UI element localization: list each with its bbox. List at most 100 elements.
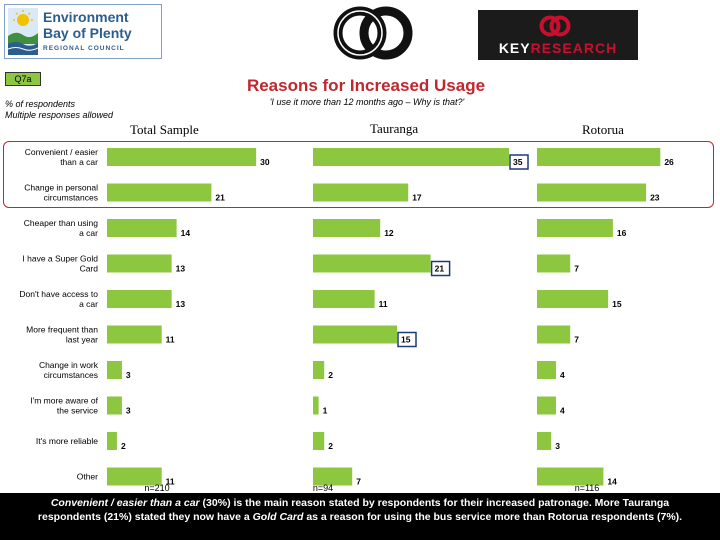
bar bbox=[107, 148, 257, 166]
data-label: 17 bbox=[412, 193, 422, 203]
panel-heading-tauranga: Tauranga bbox=[370, 121, 419, 136]
data-label: 26 bbox=[664, 157, 674, 167]
footer-summary: Convenient / easier than a car (30%) is … bbox=[0, 493, 720, 540]
panel-heading-rotorua: Rotorua bbox=[582, 122, 624, 137]
bar bbox=[537, 148, 661, 166]
category-label: circumstances bbox=[44, 370, 98, 380]
emphasis-box bbox=[397, 331, 417, 348]
category-label: than a car bbox=[60, 157, 98, 167]
category-label: a car bbox=[79, 299, 98, 309]
data-label: 15 bbox=[612, 299, 622, 309]
data-label: 21 bbox=[435, 264, 445, 274]
data-label: 7 bbox=[356, 477, 361, 487]
bar bbox=[107, 467, 162, 486]
data-label: 21 bbox=[215, 193, 225, 203]
data-label: 13 bbox=[176, 299, 186, 309]
environment-bop-logo: Environment Bay of Plenty REGIONAL COUNC… bbox=[4, 4, 162, 59]
emphasis-box bbox=[509, 154, 529, 170]
data-label: 3 bbox=[555, 441, 560, 451]
chart-subtitle: 'I use it more than 12 months ago – Why … bbox=[269, 97, 465, 107]
data-label: 16 bbox=[617, 228, 627, 238]
category-label: More frequent than bbox=[26, 325, 98, 335]
footer-emphasis-convenient: Convenient / easier than a car bbox=[50, 497, 200, 509]
category-label: the service bbox=[57, 406, 98, 416]
category-label: a car bbox=[79, 228, 98, 238]
bar bbox=[107, 396, 122, 415]
footer-line2-text-b: as a reason for using the bus service mo… bbox=[303, 511, 683, 523]
data-label: 23 bbox=[650, 193, 660, 203]
bar bbox=[537, 290, 609, 308]
bar bbox=[537, 361, 556, 379]
logo-line-environment: Environment bbox=[43, 9, 129, 25]
category-label: Change in personal bbox=[24, 183, 98, 193]
key-research-wordmark: KEYRESEARCH bbox=[478, 40, 638, 56]
data-label: 1 bbox=[323, 406, 328, 416]
respondent-note-line1: % of respondents bbox=[5, 99, 76, 109]
data-label: 14 bbox=[607, 477, 617, 487]
bar bbox=[107, 290, 172, 308]
footer-line-1: Convenient / easier than a car (30%) is … bbox=[0, 496, 720, 510]
footer-line2-text-a: respondents (21%) stated they now have a bbox=[37, 511, 253, 523]
data-label: 7 bbox=[574, 264, 579, 274]
data-label: 2 bbox=[328, 441, 333, 451]
bar bbox=[537, 467, 604, 486]
logo-line-regional-council: REGIONAL COUNCIL bbox=[43, 45, 125, 52]
category-label: Change in work bbox=[39, 360, 99, 370]
bar bbox=[313, 361, 325, 379]
footer-line-2: respondents (21%) stated they now have a… bbox=[0, 510, 720, 524]
data-label: 30 bbox=[260, 157, 270, 167]
bar bbox=[313, 219, 381, 237]
category-label: circumstances bbox=[44, 193, 98, 203]
bar bbox=[313, 467, 353, 486]
key-research-rings-icon bbox=[539, 15, 571, 37]
bar bbox=[537, 396, 556, 415]
respondent-note-line2: Multiple responses allowed bbox=[5, 110, 114, 120]
data-label: 7 bbox=[574, 335, 579, 345]
category-label: Cheaper than using bbox=[24, 218, 98, 228]
category-label: Convenient / easier bbox=[25, 147, 98, 157]
bar bbox=[537, 219, 613, 237]
bar bbox=[313, 290, 375, 308]
emphasis-box bbox=[430, 260, 451, 277]
bar bbox=[313, 432, 325, 450]
data-label: 11 bbox=[166, 335, 175, 345]
data-label: 2 bbox=[328, 370, 333, 380]
sample-size-label: n=116 bbox=[575, 483, 600, 493]
category-label: Other bbox=[77, 472, 98, 482]
bar bbox=[313, 254, 431, 273]
chart-title: Reasons for Increased Usage bbox=[246, 76, 486, 95]
bar bbox=[537, 325, 571, 344]
bar bbox=[313, 183, 409, 202]
category-label: I have a Super Gold bbox=[22, 254, 98, 264]
panel-heading-total-sample: Total Sample bbox=[130, 122, 199, 137]
wordmark-research: RESEARCH bbox=[530, 40, 618, 56]
data-label: 2 bbox=[121, 441, 126, 451]
category-label: last year bbox=[66, 335, 98, 345]
bar bbox=[537, 254, 571, 273]
bar bbox=[313, 325, 397, 344]
data-label: 11 bbox=[166, 477, 175, 487]
data-label: 12 bbox=[384, 228, 394, 238]
data-label: 15 bbox=[401, 335, 411, 345]
category-label: Don't have access to bbox=[19, 289, 98, 299]
category-label: I'm more aware of bbox=[30, 396, 98, 406]
category-label: It's more reliable bbox=[36, 436, 98, 446]
bar bbox=[313, 148, 509, 166]
bar bbox=[537, 432, 552, 450]
data-label: 35 bbox=[513, 157, 523, 167]
data-label: 4 bbox=[560, 406, 565, 416]
bar bbox=[107, 432, 117, 450]
bar bbox=[107, 361, 122, 379]
ebop-emblem-icon bbox=[8, 8, 38, 55]
key-research-logo: KEYRESEARCH bbox=[478, 10, 638, 60]
bar bbox=[107, 183, 212, 202]
wordmark-key: KEY bbox=[498, 40, 531, 56]
sample-size-label: n=94 bbox=[313, 483, 333, 493]
footer-line1-text: (30%) is the main reason stated by respo… bbox=[199, 497, 670, 509]
logo-line-bay-of-plenty: Bay of Plenty bbox=[43, 25, 132, 41]
bar bbox=[107, 219, 177, 237]
data-label: 4 bbox=[560, 370, 565, 380]
bar bbox=[107, 325, 162, 344]
data-label: 14 bbox=[181, 228, 191, 238]
